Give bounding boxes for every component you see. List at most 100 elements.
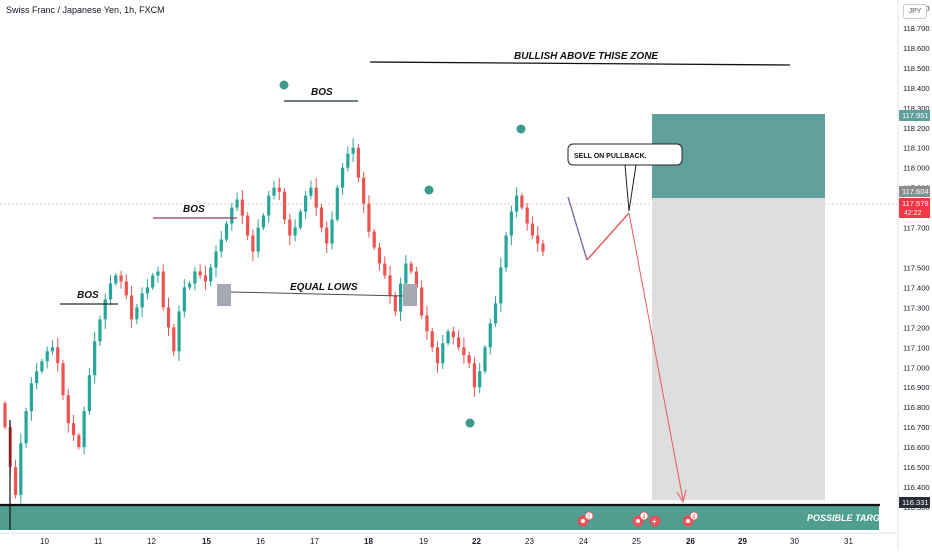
candle-body [114, 275, 118, 284]
target-label: POSSIBLE TARGET [807, 513, 893, 523]
sell-note-label: SELL ON PULLBACK. [574, 153, 647, 160]
price-tick-label: 116.800 [903, 403, 930, 412]
candle-body [404, 263, 408, 284]
candle-body [235, 199, 239, 208]
candle-body [214, 251, 218, 268]
price-tick-label: 116.900 [903, 383, 930, 392]
sell-zone-bottom [652, 198, 825, 500]
zone-mid-price-tag: 117.604 [902, 187, 929, 196]
candle-body [145, 287, 150, 294]
price-tick-label: 118.400 [903, 84, 930, 93]
bos-label: BOS [311, 87, 333, 98]
candle-body [177, 311, 181, 352]
date-tick-label: 17 [310, 537, 319, 546]
price-tick-label: 118.300 [903, 104, 930, 113]
candle-body [156, 271, 160, 276]
event-plus-icon: + [652, 517, 657, 526]
candle-body [261, 215, 266, 228]
bos-label: BOS [77, 290, 99, 301]
candle-body [457, 337, 461, 348]
swing-point-dot [465, 418, 475, 428]
target-arrowhead [676, 489, 687, 504]
date-tick-label: 19 [419, 537, 428, 546]
candle-body [435, 347, 440, 364]
candle-body [504, 235, 508, 268]
target-price-tag: 116.331 [902, 498, 929, 507]
swing-point-dot [279, 80, 289, 90]
date-tick-label: 10 [40, 537, 49, 546]
candle-body [525, 207, 529, 224]
candle-body [193, 271, 197, 284]
price-tick-label: 117.500 [903, 263, 930, 272]
candle-body [56, 347, 60, 364]
candle-body [40, 361, 44, 372]
candle-body [398, 283, 403, 312]
price-axis-bg [898, 0, 932, 550]
price-tick-label: 118.200 [903, 124, 930, 133]
candle-body [61, 363, 65, 396]
candle-body [298, 211, 302, 228]
candle-body [314, 187, 318, 208]
candle-body [530, 223, 535, 236]
candle-body [325, 227, 329, 244]
date-tick-label: 16 [256, 537, 265, 546]
equal-lows-label: EQUAL LOWS [290, 282, 358, 293]
candle-body [414, 271, 419, 288]
candle-body [251, 235, 255, 252]
candle-body [87, 375, 91, 412]
equal-low-box-right [403, 284, 417, 306]
candle-body [209, 267, 213, 282]
countdown-tag: 42:22 [904, 210, 922, 217]
candle-body [509, 211, 513, 236]
candle-body [493, 303, 498, 324]
candle-body [240, 199, 244, 216]
candle-body [319, 207, 324, 228]
event-badge-count-bg [689, 511, 699, 521]
candle-body [377, 247, 382, 264]
event-badge-icon [649, 515, 661, 527]
candle-body [19, 443, 23, 496]
candle-body [267, 195, 271, 216]
candle-body [420, 287, 424, 316]
equal-lows-line [230, 291, 404, 297]
price-tick-label: 116.500 [903, 463, 930, 472]
event-badge-count-bg [584, 511, 594, 521]
candle-body [230, 207, 234, 224]
candle-body [541, 243, 545, 252]
candle-body [462, 347, 466, 356]
price-tick-label: 117.700 [903, 224, 930, 233]
candle-body [282, 191, 287, 220]
price-tick-label: 116.700 [903, 423, 930, 432]
date-tick-label: 25 [632, 537, 641, 546]
candle-body [309, 187, 313, 196]
sell-note-pointer [628, 164, 637, 212]
candle-body [29, 383, 33, 412]
candle-body [161, 271, 165, 308]
candle-body [13, 467, 18, 496]
price-tick-label: 117.400 [903, 283, 930, 292]
candle-body [124, 281, 128, 296]
candle-body [172, 327, 176, 352]
event-badge-icon [686, 519, 690, 523]
date-tick-label: 29 [738, 537, 747, 546]
currency-badge[interactable]: JPY [903, 4, 927, 19]
candle-body [430, 331, 434, 348]
candle-body [362, 177, 366, 204]
date-tick-label: 30 [790, 537, 799, 546]
candle-body [166, 307, 171, 328]
candle-body [335, 187, 339, 220]
price-tick-label: 117.000 [903, 363, 930, 372]
date-tick-label: 15 [202, 537, 211, 546]
price-tick-label: 118.000 [903, 164, 930, 173]
candle-body [98, 319, 102, 342]
candle-body [256, 227, 260, 252]
price-tick-label: 117.300 [903, 303, 930, 312]
candle-body [35, 371, 39, 384]
bullish-zone-line [369, 61, 791, 66]
candle-body [288, 219, 292, 236]
equal-low-box-left [217, 284, 231, 306]
zone-top-price-tag: 117.951 [902, 111, 929, 120]
candle-body [50, 347, 55, 352]
